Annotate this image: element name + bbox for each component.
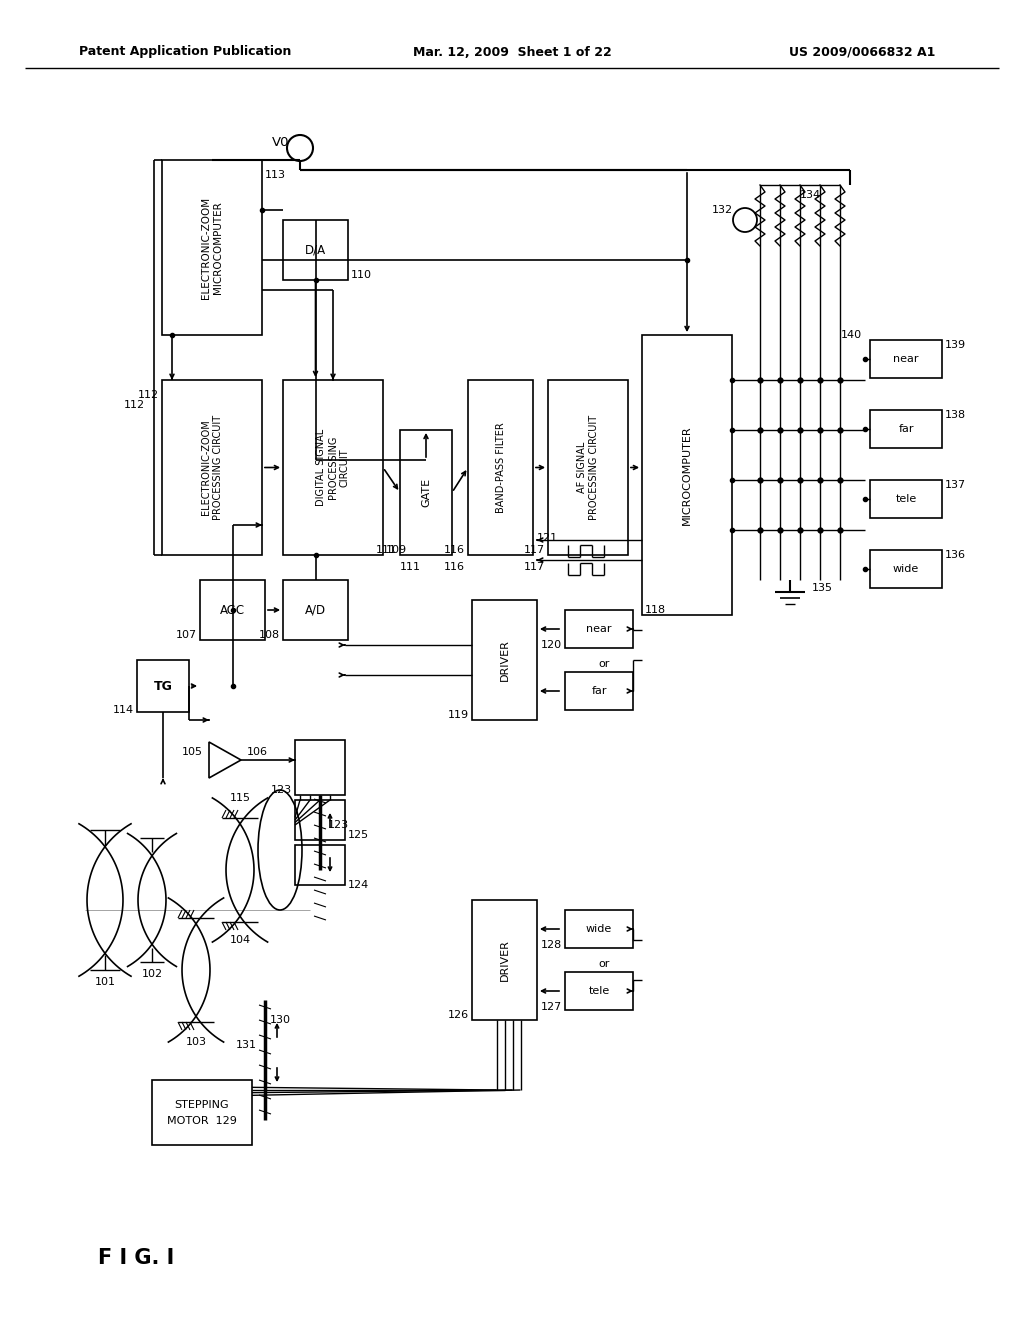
- Text: 111: 111: [400, 562, 421, 572]
- Bar: [472, 900, 537, 1020]
- Text: STEPPING: STEPPING: [175, 1100, 229, 1110]
- Bar: [642, 335, 732, 615]
- Text: far: far: [591, 686, 607, 696]
- Text: ELECTRONIC-ZOOM
MICROCOMPUTER: ELECTRONIC-ZOOM MICROCOMPUTER: [201, 197, 223, 298]
- Text: AGC: AGC: [220, 603, 245, 616]
- Text: 139: 139: [945, 341, 966, 350]
- Text: 119: 119: [447, 710, 469, 719]
- Text: 116: 116: [444, 562, 465, 572]
- Bar: [870, 550, 942, 587]
- Bar: [870, 341, 942, 378]
- Text: 138: 138: [945, 411, 966, 420]
- Text: Mar. 12, 2009  Sheet 1 of 22: Mar. 12, 2009 Sheet 1 of 22: [413, 45, 611, 58]
- Text: DIGITAL SIGNAL
PROCESSING
CIRCUIT: DIGITAL SIGNAL PROCESSING CIRCUIT: [316, 429, 349, 506]
- Text: V0: V0: [272, 136, 290, 149]
- Bar: [152, 1080, 252, 1144]
- Text: 118: 118: [645, 605, 667, 615]
- Text: 101: 101: [94, 977, 116, 987]
- Bar: [295, 845, 345, 884]
- Text: DRIVER: DRIVER: [500, 939, 510, 981]
- Text: 105: 105: [182, 747, 203, 756]
- Text: 107: 107: [176, 630, 197, 640]
- Bar: [565, 909, 633, 948]
- Bar: [565, 610, 633, 648]
- Bar: [548, 380, 628, 554]
- Text: D/A: D/A: [305, 243, 326, 256]
- Text: wide: wide: [586, 924, 612, 935]
- Text: 112: 112: [138, 389, 159, 400]
- Text: 128: 128: [541, 940, 562, 950]
- Text: 106: 106: [247, 747, 268, 756]
- Text: 120: 120: [541, 640, 562, 649]
- Bar: [162, 380, 262, 554]
- Text: far: far: [898, 424, 913, 434]
- Bar: [200, 579, 265, 640]
- Text: tele: tele: [895, 494, 916, 504]
- Text: 125: 125: [348, 830, 369, 840]
- Text: 109: 109: [386, 545, 408, 554]
- Text: 110: 110: [351, 271, 372, 280]
- Bar: [870, 480, 942, 517]
- Text: 123: 123: [271, 785, 292, 795]
- Text: 126: 126: [447, 1010, 469, 1020]
- Text: 124: 124: [348, 880, 370, 890]
- Bar: [472, 601, 537, 719]
- Text: GATE: GATE: [421, 478, 431, 507]
- Text: 117: 117: [524, 545, 545, 554]
- Bar: [565, 672, 633, 710]
- Text: 127: 127: [541, 1002, 562, 1012]
- Text: 117: 117: [524, 562, 545, 572]
- Text: ELECTRONIC-ZOOM
PROCESSING CIRCUIT: ELECTRONIC-ZOOM PROCESSING CIRCUIT: [201, 414, 223, 520]
- Bar: [400, 430, 452, 554]
- Text: 108: 108: [259, 630, 280, 640]
- Text: 112: 112: [124, 400, 145, 411]
- Text: 121: 121: [537, 533, 558, 543]
- Text: near: near: [893, 354, 919, 364]
- Text: 102: 102: [141, 969, 163, 979]
- Text: TG: TG: [154, 680, 172, 693]
- Text: 130: 130: [270, 1015, 291, 1026]
- Text: 111: 111: [376, 545, 397, 554]
- Bar: [295, 800, 345, 840]
- Text: MICROCOMPUTER: MICROCOMPUTER: [682, 425, 692, 525]
- Bar: [283, 380, 383, 554]
- Text: or: or: [598, 960, 609, 969]
- Text: 135: 135: [812, 583, 833, 593]
- Bar: [162, 160, 262, 335]
- Text: DRIVER: DRIVER: [500, 639, 510, 681]
- Text: 116: 116: [444, 545, 465, 554]
- Bar: [295, 741, 345, 795]
- Text: tele: tele: [589, 986, 609, 997]
- Bar: [137, 660, 189, 711]
- Text: wide: wide: [893, 564, 920, 574]
- Text: A/D: A/D: [305, 603, 326, 616]
- Text: 132: 132: [712, 205, 733, 215]
- Bar: [565, 972, 633, 1010]
- Text: or: or: [598, 659, 609, 669]
- Text: 140: 140: [841, 330, 862, 341]
- Bar: [283, 579, 348, 640]
- Text: 134: 134: [800, 190, 821, 201]
- Text: Patent Application Publication: Patent Application Publication: [79, 45, 291, 58]
- Text: BAND-PASS FILTER: BAND-PASS FILTER: [496, 422, 506, 513]
- Text: 103: 103: [185, 1038, 207, 1047]
- Text: MOTOR  129: MOTOR 129: [167, 1115, 237, 1126]
- Text: 123: 123: [328, 820, 349, 830]
- Text: 136: 136: [945, 550, 966, 560]
- Bar: [468, 380, 534, 554]
- Bar: [870, 411, 942, 447]
- Text: 113: 113: [265, 170, 286, 180]
- Text: 115: 115: [229, 793, 251, 803]
- Text: US 2009/0066832 A1: US 2009/0066832 A1: [788, 45, 935, 58]
- Text: AF SIGNAL
PROCESSING CIRCUIT: AF SIGNAL PROCESSING CIRCUIT: [578, 414, 599, 520]
- Text: 114: 114: [113, 705, 134, 715]
- Text: F I G. I: F I G. I: [98, 1247, 174, 1269]
- Text: 104: 104: [229, 935, 251, 945]
- Text: 131: 131: [236, 1040, 257, 1049]
- Text: near: near: [587, 624, 611, 634]
- Bar: [283, 220, 348, 280]
- Text: 137: 137: [945, 480, 966, 490]
